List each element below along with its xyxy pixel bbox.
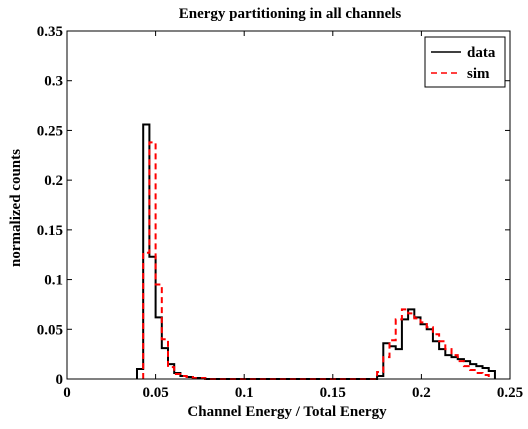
axes-frame bbox=[66, 30, 511, 380]
x-tick-label: 0.05 bbox=[142, 385, 168, 401]
series-line-sim bbox=[142, 141, 490, 380]
x-axis-label: Channel Energy / Total Energy bbox=[187, 404, 387, 420]
x-tick-label: 0.1 bbox=[235, 385, 254, 401]
series-layer bbox=[135, 123, 496, 380]
legend-label-sim: sim bbox=[467, 66, 490, 82]
legend-label-data: data bbox=[467, 45, 496, 61]
x-tick-label: 0.15 bbox=[320, 385, 346, 401]
y-tick-label: 0.3 bbox=[44, 74, 63, 90]
plot-area bbox=[67, 31, 510, 379]
x-tick-label: 0 bbox=[63, 385, 71, 401]
plot-background bbox=[67, 31, 510, 379]
legend: data sim bbox=[424, 36, 506, 88]
y-tick-label: 0.35 bbox=[37, 24, 63, 40]
y-tick-label: 0.15 bbox=[37, 223, 63, 239]
x-tick-label: 0.25 bbox=[497, 385, 523, 401]
legend-box bbox=[424, 36, 506, 88]
y-tick-label: 0.25 bbox=[37, 123, 63, 139]
y-tick-label: 0.2 bbox=[44, 173, 63, 189]
y-tick-label: 0 bbox=[56, 372, 64, 388]
axes-layer bbox=[66, 30, 511, 380]
x-tick-label: 0.2 bbox=[412, 385, 431, 401]
ticks-layer: 0 0.05 0.1 0.15 0.2 0.25 0 0.05 0.1 0.15 0.2 0.25 0.… bbox=[37, 24, 523, 401]
y-tick-label: 0.05 bbox=[37, 322, 63, 338]
y-tick-label: 0.1 bbox=[44, 273, 63, 289]
chart-title: Energy partitioning in all channels bbox=[179, 6, 402, 22]
y-axis-label: normalized counts bbox=[8, 149, 24, 267]
